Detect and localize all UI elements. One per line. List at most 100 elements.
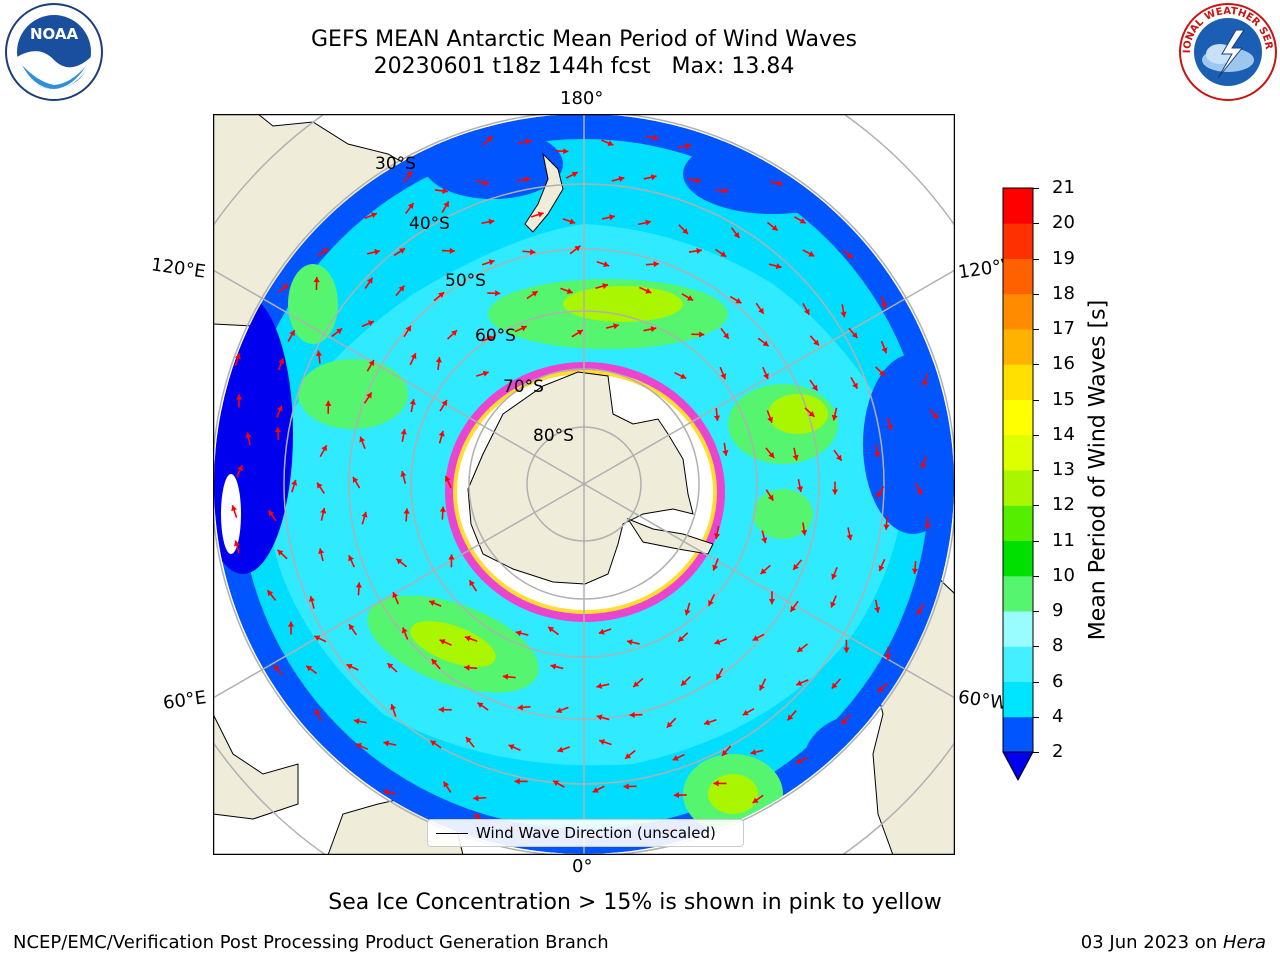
direction-arrow-head: [645, 287, 652, 294]
direction-arrow-head: [361, 511, 368, 518]
sea-ice-note: Sea Ice Concentration > 15% is shown in …: [328, 890, 942, 915]
direction-arrow-head: [392, 592, 399, 599]
direction-arrow-head: [502, 673, 509, 680]
direction-arrow-head: [321, 445, 327, 452]
direction-arrow-head: [359, 436, 366, 443]
direction-arrow-head: [325, 400, 332, 406]
lon-label-120e: 120°E: [149, 254, 207, 283]
direction-arrow-head: [448, 554, 455, 560]
direction-arrow-head: [563, 148, 569, 155]
direction-arrow-head: [474, 813, 481, 820]
direction-arrow-head: [687, 295, 694, 301]
direction-arrow-head: [438, 430, 445, 437]
direction-arrow-head: [431, 659, 438, 665]
direction-arrow-head: [449, 247, 455, 254]
direction-arrow-head: [722, 450, 729, 456]
direction-arrow-head: [314, 709, 321, 716]
direction-arrow-head: [716, 673, 722, 680]
graticule: [213, 114, 955, 855]
direction-arrow-head: [680, 373, 687, 379]
direction-arrow-head: [398, 285, 405, 292]
direction-arrow-head: [482, 370, 489, 377]
colorbar-tick-label: 19: [1052, 247, 1075, 269]
footer-credit: NCEP/EMC/Verification Post Processing Pr…: [13, 932, 609, 953]
lon-label-60w: 60°W: [956, 686, 1009, 715]
legend-label: Wind Wave Direction (unscaled): [476, 824, 716, 842]
direction-arrow-head: [473, 795, 479, 802]
direction-arrow-head: [811, 384, 818, 391]
direction-arrow-head: [917, 608, 923, 615]
direction-arrow-head: [720, 251, 727, 257]
colorbar-tick-mark: [1033, 716, 1039, 718]
direction-arrow-head: [336, 328, 343, 335]
direction-arrow-head: [840, 311, 847, 318]
direction-arrow-head: [469, 580, 475, 587]
direction-arrow-head: [531, 291, 538, 297]
direction-arrow-head: [841, 718, 848, 725]
direction-arrow-head: [400, 429, 407, 435]
direction-arrow-head: [623, 783, 629, 790]
footer-date: 03 Jun 2023 on Hera: [1081, 932, 1266, 953]
footer-date-text: 03 Jun 2023 on: [1080, 932, 1223, 953]
direction-arrow-head: [444, 475, 451, 482]
colorbar-segment: [1003, 258, 1033, 295]
direction-arrow-head: [465, 736, 472, 743]
noaa-logo-text: NOAA: [30, 25, 79, 43]
direction-arrow-head: [367, 320, 374, 327]
colorbar-tick-mark: [1033, 752, 1039, 753]
colorbar-tick-label: 9: [1052, 600, 1064, 621]
colorbar-tick-mark: [1033, 399, 1039, 401]
direction-arrow-head: [557, 746, 564, 753]
colorbar-tick-mark: [1033, 646, 1039, 648]
direction-arrow-head: [714, 638, 721, 645]
direction-arrow-head: [438, 292, 445, 298]
direction-arrow-head: [846, 534, 853, 541]
direction-arrow-head: [405, 325, 411, 332]
direction-arrow-head: [366, 392, 372, 399]
direction-arrow-head: [699, 331, 705, 338]
direction-arrow-head: [796, 486, 804, 492]
direction-arrow-head: [390, 704, 397, 711]
colorbar-segment: [1003, 505, 1033, 541]
direction-arrow-head: [353, 718, 360, 725]
direction-arrow-head: [695, 177, 701, 184]
colorbar-tick-mark: [1033, 293, 1039, 295]
direction-arrow-head: [920, 462, 927, 469]
direction-arrow-head: [488, 259, 495, 266]
direction-arrow-head: [322, 248, 329, 254]
direction-arrow-head: [796, 757, 803, 764]
direction-arrow-head: [922, 380, 929, 387]
direction-arrow-head: [653, 134, 659, 141]
direction-arrow-head: [374, 249, 380, 256]
legend-line-swatch: [436, 832, 468, 834]
direction-arrow-head: [550, 663, 557, 670]
direction-arrow-head: [464, 664, 470, 671]
direction-arrow-head: [278, 358, 285, 365]
direction-arrow-head: [759, 684, 765, 691]
chart-subtitle: 20230601 t18z 144h fcst Max: 13.84: [373, 54, 795, 79]
direction-arrow-head: [486, 136, 493, 142]
direction-arrow-head: [796, 680, 803, 686]
direction-arrow-head: [383, 740, 390, 747]
direction-arrow-head: [750, 749, 757, 756]
direction-arrow-head: [881, 347, 888, 354]
direction-arrow-head: [569, 218, 576, 225]
direction-arrow-head: [306, 665, 313, 672]
direction-arrow-head: [400, 471, 407, 477]
direction-arrow-head: [884, 654, 892, 660]
direction-arrow-head: [399, 248, 406, 254]
direction-arrow-head: [537, 211, 544, 218]
direction-arrow-head: [932, 412, 939, 419]
direction-arrow-head: [553, 780, 560, 787]
direction-arrow-head: [602, 283, 609, 290]
direction-arrow-head: [916, 488, 923, 495]
noaa-logo: NOAA: [5, 3, 103, 101]
direction-arrow-head: [613, 323, 619, 330]
direction-arrow-head: [520, 325, 527, 332]
direction-arrow-head: [803, 308, 810, 315]
colorbar-segment: [1003, 188, 1033, 224]
direction-arrow-head: [442, 187, 448, 194]
colorbar-tick-label: 16: [1052, 353, 1075, 375]
direction-arrow-head: [633, 681, 640, 687]
colorbar-segment: [1003, 470, 1033, 506]
